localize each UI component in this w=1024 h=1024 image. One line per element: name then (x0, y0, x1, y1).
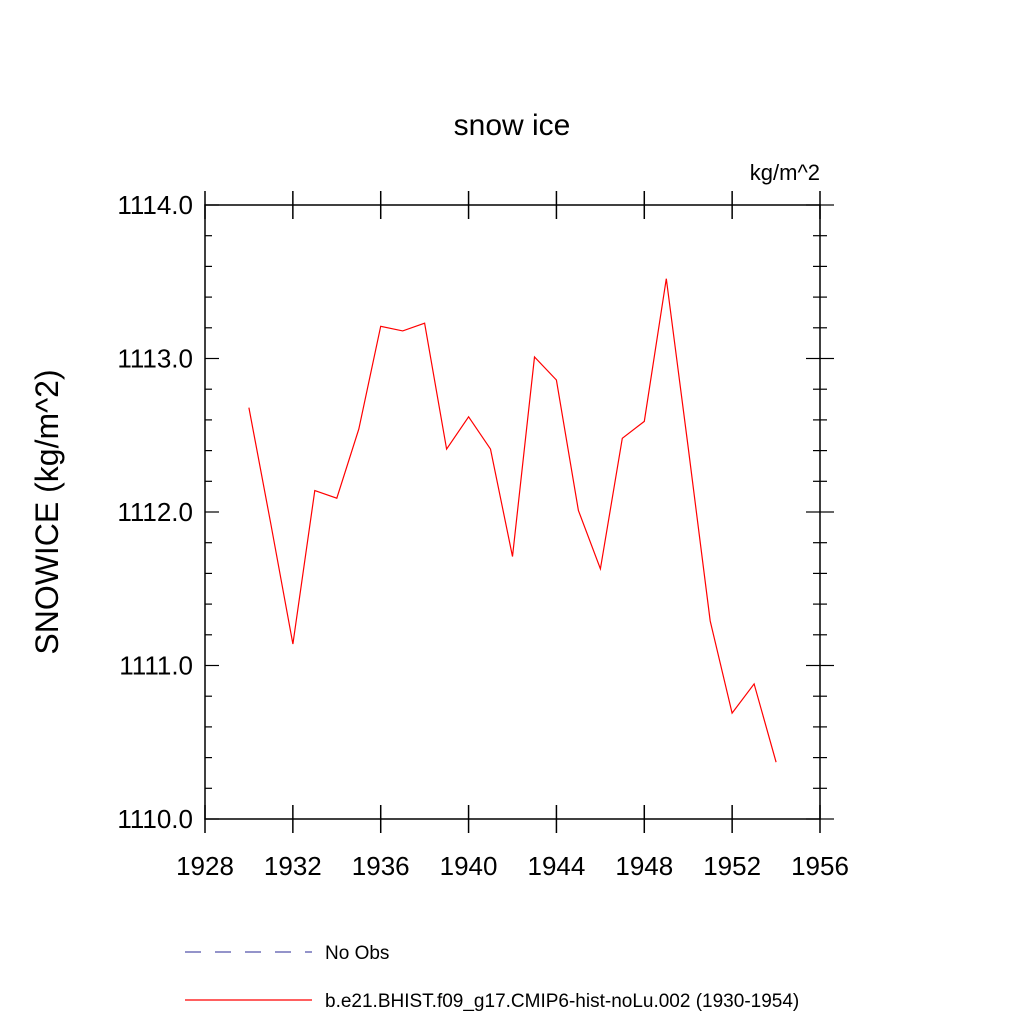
y-tick-label: 1112.0 (117, 497, 193, 527)
chart-title: snow ice (454, 109, 571, 142)
x-axis-ticks: 1928 1932 1936 1940 1944 1948 1952 1956 (176, 191, 849, 881)
series-layer (248, 278, 777, 763)
y-axis-ticks: 1110.0 1111.0 1112.0 1113.0 1114.0 (117, 190, 834, 834)
x-tick-label: 1936 (352, 851, 410, 881)
y-tick-label: 1114.0 (117, 190, 193, 220)
legend: No Obs b.e21.BHIST.f09_g17.CMIP6-hist-noL… (185, 943, 799, 1012)
x-tick-label: 1944 (528, 851, 586, 881)
x-tick-label: 1932 (264, 851, 322, 881)
y-axis-label: SNOWICE (kg/m^2) (29, 369, 65, 654)
x-tick-label: 1940 (440, 851, 498, 881)
series-line (248, 278, 777, 763)
x-tick-label: 1928 (176, 851, 234, 881)
legend-label: b.e21.BHIST.f09_g17.CMIP6-hist-noLu.002 … (325, 991, 799, 1012)
plot-frame (204, 204, 821, 820)
units-label: kg/m^2 (750, 160, 820, 185)
x-tick-label: 1948 (615, 851, 673, 881)
y-tick-label: 1113.0 (117, 344, 193, 374)
legend-label: No Obs (325, 943, 389, 964)
x-tick-label: 1956 (791, 851, 849, 881)
y-tick-label: 1111.0 (119, 651, 193, 681)
y-tick-label: 1110.0 (117, 804, 193, 834)
x-tick-label: 1952 (703, 851, 761, 881)
